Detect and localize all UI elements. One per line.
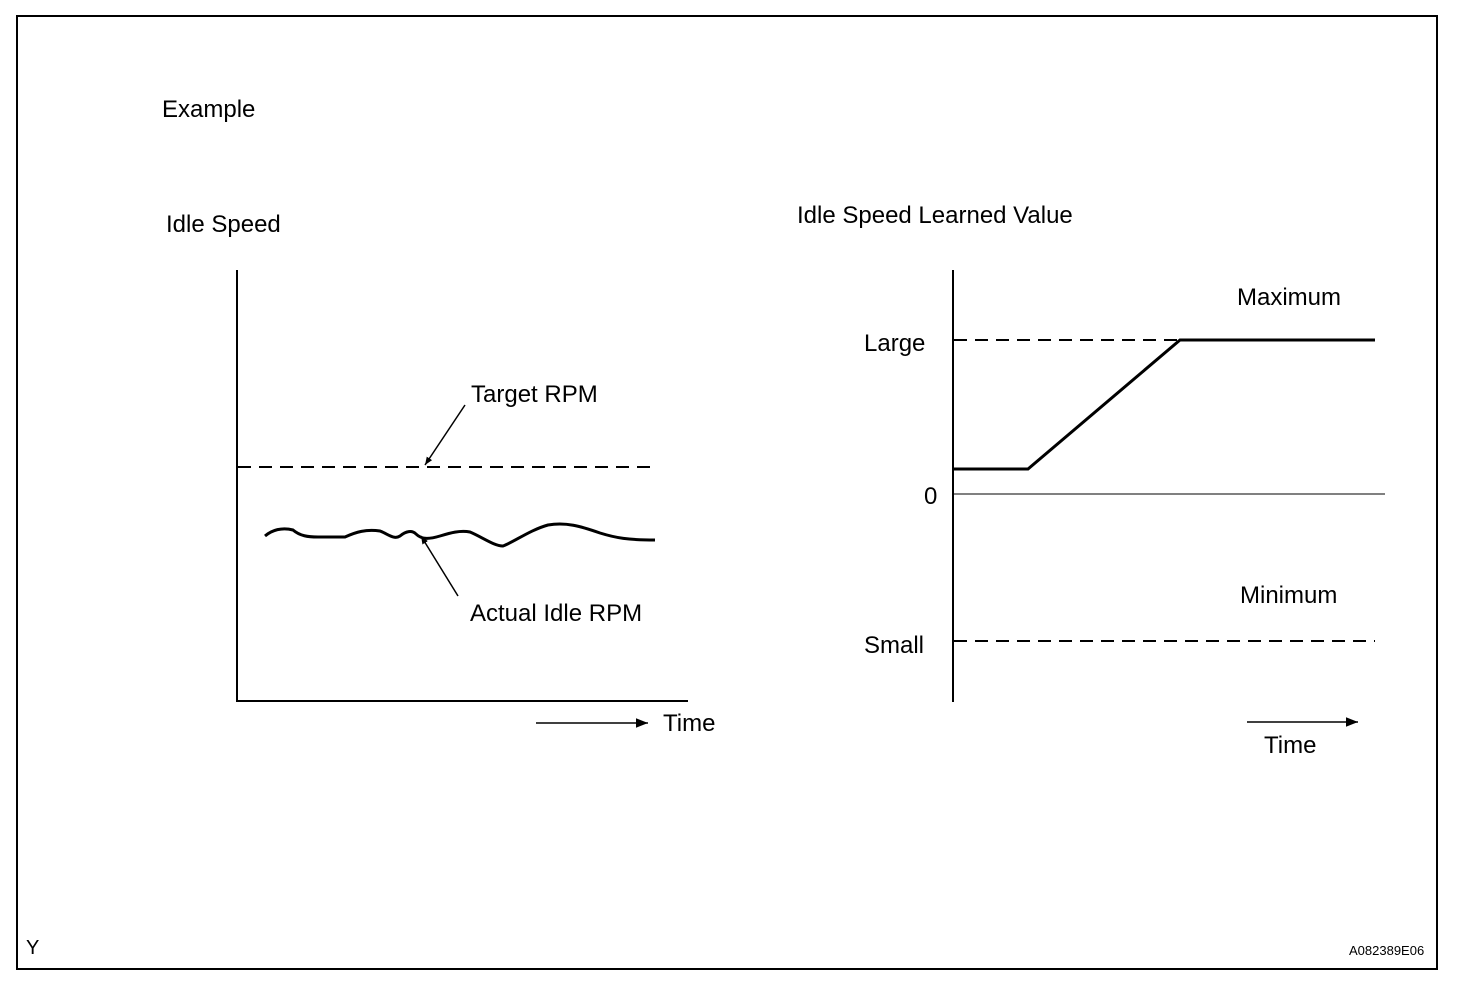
left-chart-title: Idle Speed bbox=[166, 211, 281, 238]
example-label: Example bbox=[162, 96, 256, 123]
actual-idle-rpm-curve bbox=[264, 522, 656, 548]
large-label: Large bbox=[864, 330, 926, 357]
maximum-label: Maximum bbox=[1237, 284, 1342, 311]
right-chart-title: Idle Speed Learned Value bbox=[797, 202, 1073, 229]
figure-code: A082389E06 bbox=[1349, 943, 1425, 958]
zero-label: 0 bbox=[924, 483, 938, 510]
minimum-label: Minimum bbox=[1240, 582, 1338, 609]
right-chart bbox=[952, 270, 1385, 727]
diagram-frame bbox=[16, 15, 1438, 970]
target-rpm-label: Target RPM bbox=[471, 381, 598, 408]
actual-idle-rpm-label: Actual Idle RPM bbox=[470, 600, 643, 627]
corner-mark: Y bbox=[26, 937, 40, 959]
left-chart bbox=[236, 270, 688, 728]
target-rpm-pointer bbox=[424, 404, 466, 466]
right-time-label: Time bbox=[1264, 732, 1317, 759]
left-time-label: Time bbox=[663, 710, 716, 737]
actual-rpm-pointer bbox=[420, 535, 459, 597]
learned-value-curve bbox=[954, 338, 1375, 471]
small-label: Small bbox=[864, 632, 925, 659]
